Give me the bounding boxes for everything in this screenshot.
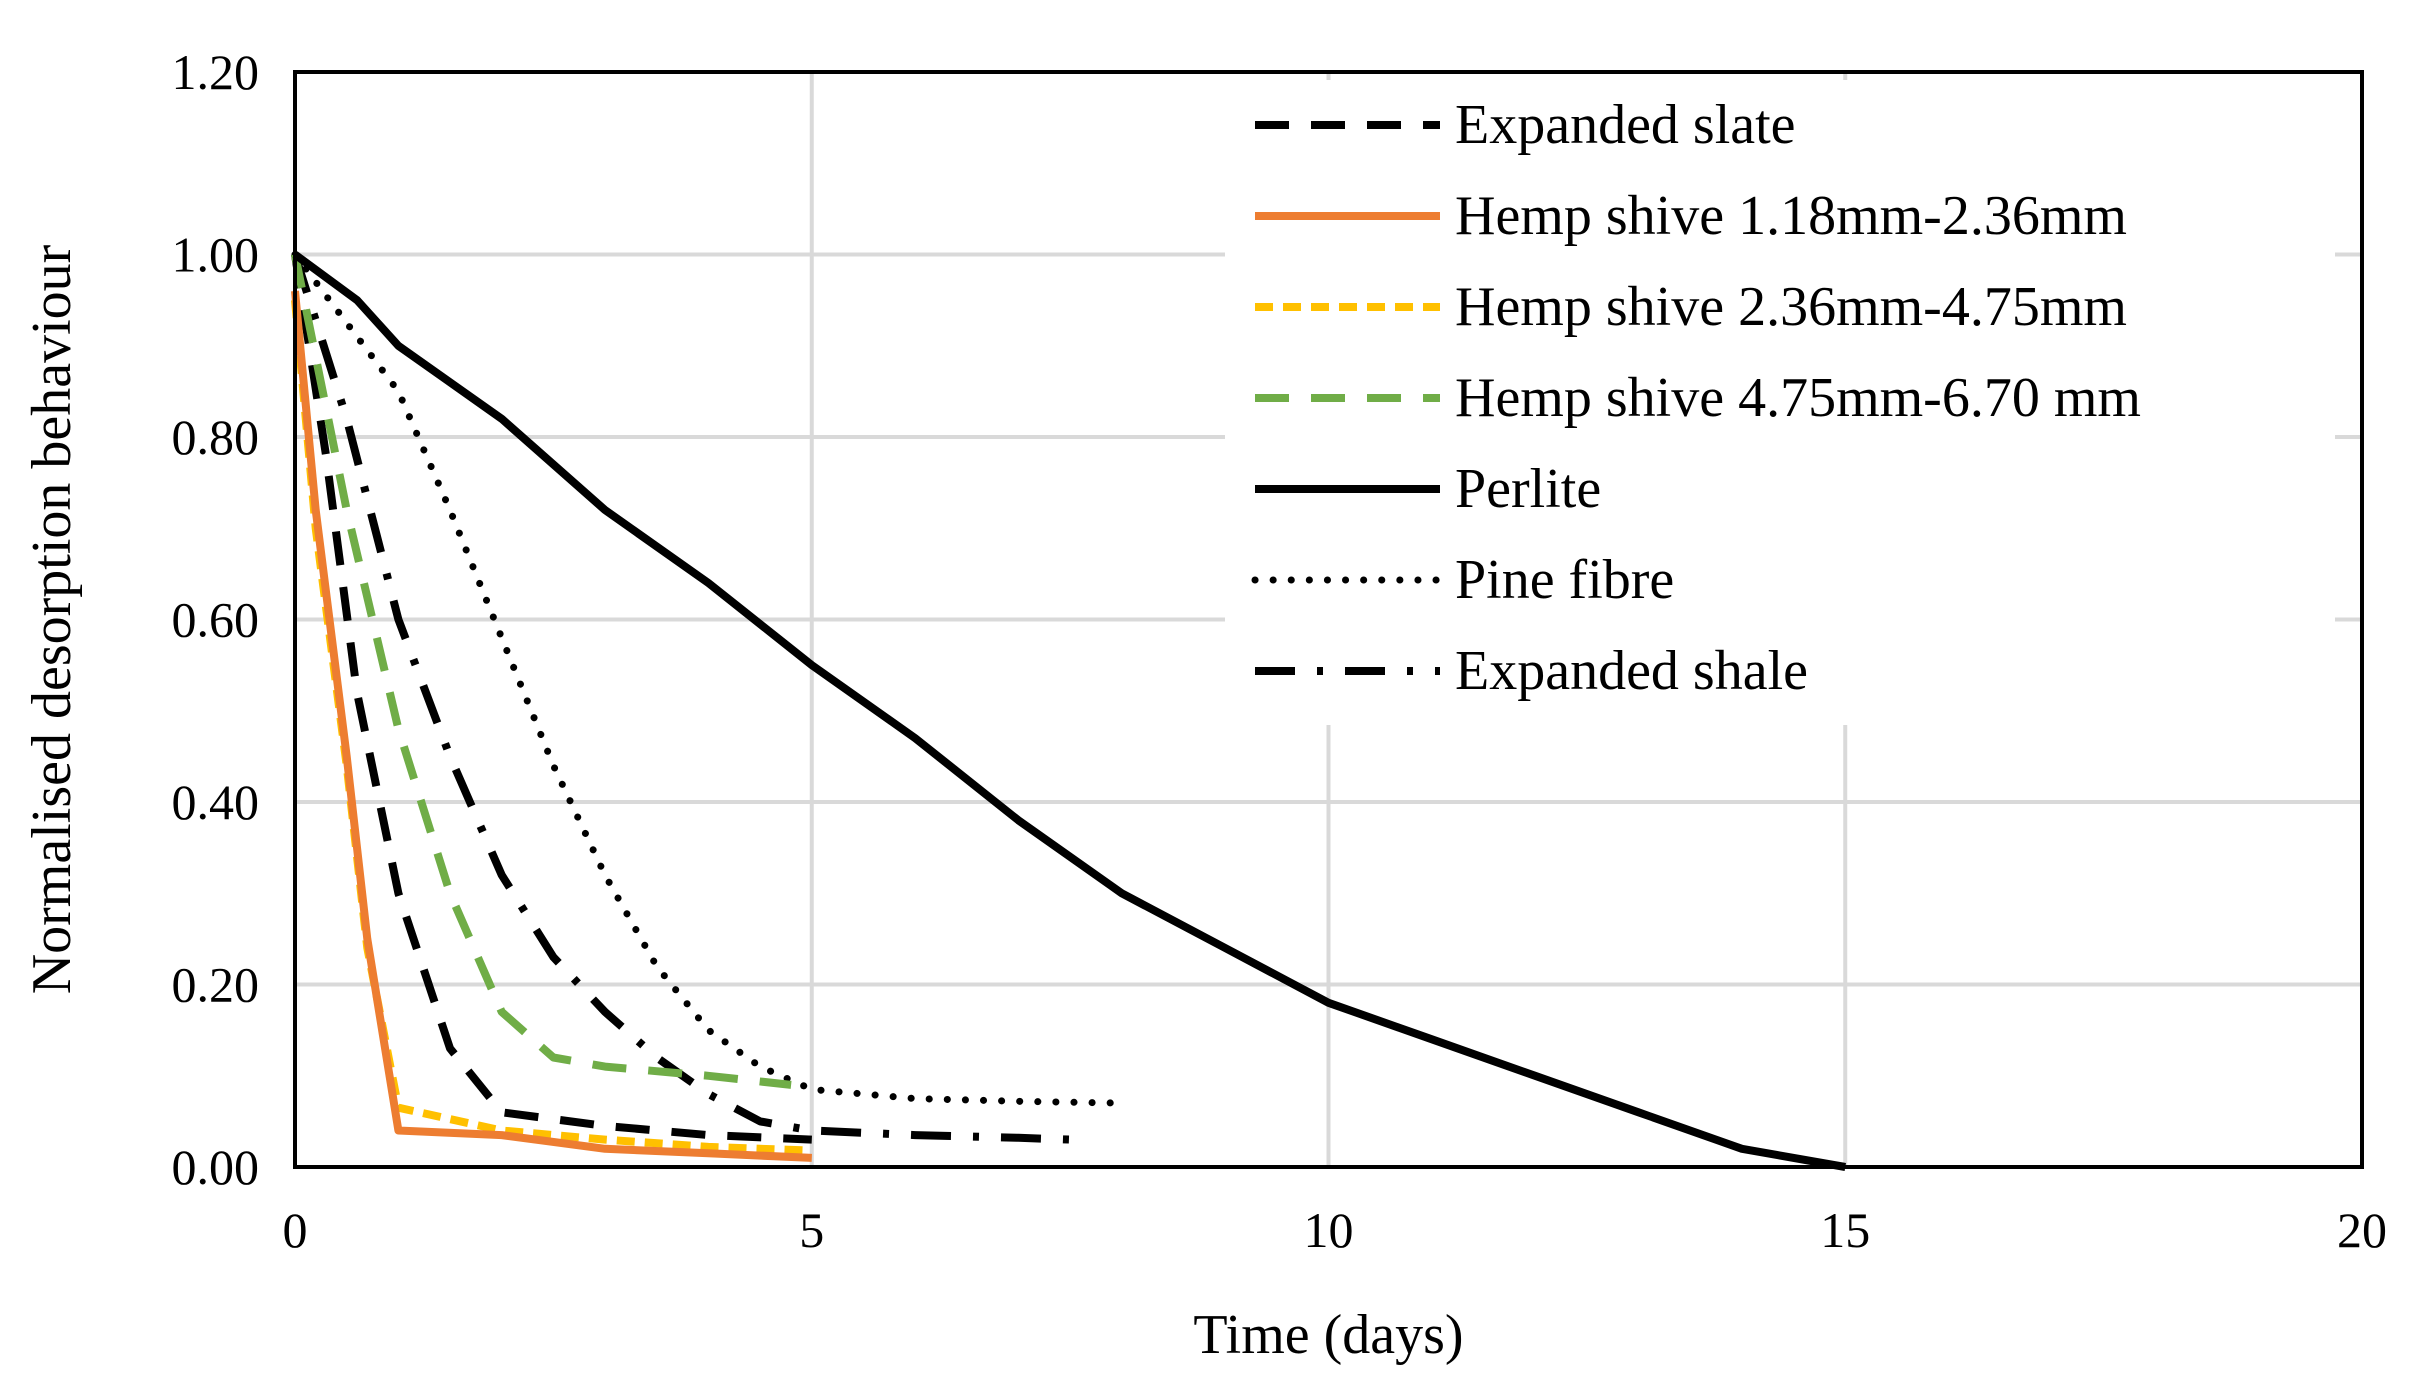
legend-label-expanded-shale: Expanded shale — [1455, 640, 1808, 702]
plot-frame — [293, 70, 2364, 1169]
x-tick-label-4: 20 — [2337, 1202, 2387, 1258]
legend-label-hemp-shive-4-75mm-6-70-mm: Hemp shive 4.75mm-6.70 mm — [1455, 367, 2141, 429]
series-line-hemp-shive-1-18mm-2-36mm — [291, 290, 812, 1162]
y-tick-label-2: 0.40 — [172, 774, 260, 830]
x-tick-label-1: 5 — [799, 1202, 824, 1258]
x-axis-title: Time (days) — [1193, 1304, 1463, 1366]
x-tick-label-0: 0 — [283, 1202, 308, 1258]
legend-label-hemp-shive-1-18mm-2-36mm: Hemp shive 1.18mm-2.36mm — [1455, 185, 2127, 247]
y-tick-label-6: 1.20 — [172, 44, 260, 100]
series-layer — [291, 251, 1846, 1171]
tick-labels: 0.00 0.20 0.40 0.60 0.80 1.00 1.20 0 5 10 15 20 — [172, 44, 2388, 1258]
y-axis-title: Normalised desorption behaviour — [21, 244, 83, 994]
x-tick-label-3: 15 — [1820, 1202, 1870, 1258]
legend-background — [1225, 80, 2335, 725]
legend-label-perlite: Perlite — [1455, 458, 1601, 520]
legend: Expanded slate Hemp shive 1.18mm-2.36mm He… — [1251, 94, 2141, 702]
y-tick-label-1: 0.20 — [172, 957, 260, 1013]
y-tick-label-4: 0.80 — [172, 409, 260, 465]
legend-label-expanded-slate: Expanded slate — [1455, 94, 1796, 156]
series-line-expanded-slate — [291, 253, 812, 1144]
series-line-hemp-shive-4-75mm-6-70-mm — [291, 253, 792, 1089]
series-line-perlite — [292, 251, 1846, 1171]
y-tick-label-0: 0.00 — [172, 1139, 260, 1195]
y-tick-label-5: 1.00 — [172, 227, 260, 283]
legend-label-hemp-shive-2-36mm-4-75mm: Hemp shive 2.36mm-4.75mm — [1455, 276, 2127, 338]
x-tick-label-2: 10 — [1304, 1202, 1354, 1258]
y-tick-label-3: 0.60 — [172, 592, 260, 648]
legend-label-pine-fibre: Pine fibre — [1455, 549, 1674, 611]
